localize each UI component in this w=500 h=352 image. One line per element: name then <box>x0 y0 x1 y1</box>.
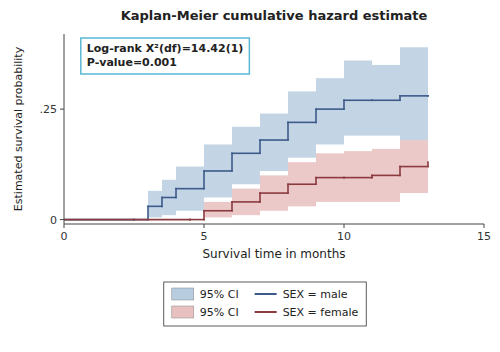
y-axis-line <box>64 34 65 224</box>
step-segment <box>288 122 316 124</box>
ci-band <box>316 153 344 202</box>
x-tick-label: 0 <box>61 230 68 243</box>
step-riser <box>147 206 149 219</box>
x-tick-label: 15 <box>477 230 491 243</box>
step-segment <box>288 183 316 185</box>
ci-band <box>372 65 400 136</box>
ci-band <box>344 61 372 136</box>
step-segment <box>260 192 288 194</box>
ci-band <box>260 175 288 210</box>
title: Kaplan-Meier cumulative hazard estimate <box>121 8 428 23</box>
step-riser <box>399 167 401 176</box>
ci-band <box>64 219 190 220</box>
chart: Kaplan-Meier cumulative hazard estimate 0… <box>0 0 500 352</box>
step-line <box>64 96 428 220</box>
step-segment <box>372 99 400 101</box>
ci-band <box>162 180 176 215</box>
y-axis-label: Estimated survival probability <box>12 46 25 211</box>
legend-frame <box>164 282 366 326</box>
step-segment <box>316 108 344 110</box>
step-riser <box>259 140 261 153</box>
legend-label: 95% CI <box>200 306 239 319</box>
x-axis-label: Survival time in months <box>202 247 345 261</box>
legend-line <box>255 293 277 295</box>
x-tick-label: 5 <box>201 230 208 243</box>
step-segment <box>372 175 400 177</box>
annotation-box <box>81 38 250 74</box>
legend-swatch <box>172 306 194 318</box>
step-riser <box>203 171 205 189</box>
ci-band <box>316 78 344 144</box>
y-tick <box>60 219 64 220</box>
step-segment <box>204 210 232 212</box>
ci-band <box>204 144 232 197</box>
ci-band <box>176 167 204 211</box>
step-riser <box>427 162 429 166</box>
legend-swatch <box>172 288 194 300</box>
annotation: Log-rank X²(df)=14.42(1)P-value=0.001 <box>81 38 250 74</box>
legend: 95% CI SEX = male 95% CI SEX = female <box>164 282 366 326</box>
step-riser <box>315 109 317 122</box>
step-riser <box>203 211 205 220</box>
step-riser <box>287 122 289 140</box>
x-tick <box>64 224 65 228</box>
y-tick-label: .25 <box>40 103 58 116</box>
ci-band <box>372 149 400 202</box>
step-line <box>64 162 428 219</box>
step-segment <box>400 166 428 168</box>
ci-band <box>148 191 162 218</box>
annotation-text: P-value=0.001 <box>87 56 177 69</box>
step-riser <box>259 193 261 202</box>
ci-band <box>232 189 260 216</box>
step-segment <box>204 170 232 172</box>
ci-band <box>204 202 232 217</box>
step-segment <box>400 95 428 97</box>
x-tick-label: 10 <box>337 230 351 243</box>
x-axis-line <box>64 224 484 225</box>
legend-label: SEX = female <box>283 306 359 319</box>
step-riser <box>231 202 233 211</box>
step-riser <box>231 153 233 171</box>
step-riser <box>315 178 317 185</box>
step-segment <box>344 99 372 101</box>
ci-band <box>288 162 316 206</box>
ci-band <box>400 47 428 140</box>
legend-label: 95% CI <box>200 288 239 301</box>
step-segment <box>176 188 204 190</box>
ci-band <box>288 91 316 157</box>
step-riser <box>343 100 345 109</box>
annotation-text: Log-rank X²(df)=14.42(1) <box>87 42 244 55</box>
step-segment <box>64 219 190 221</box>
ci-band <box>232 127 260 184</box>
step-segment <box>232 201 260 203</box>
x-tick <box>484 224 485 228</box>
step-segment <box>232 153 260 155</box>
step-riser <box>175 189 177 198</box>
y-tick-label: 0 <box>50 214 57 227</box>
x-tick <box>204 224 205 228</box>
legend-line <box>255 311 277 313</box>
ci-band <box>190 219 204 220</box>
step-riser <box>287 184 289 193</box>
x-tick <box>344 224 345 228</box>
ci-band <box>400 140 428 193</box>
ci-band <box>260 114 288 171</box>
step-segment <box>190 219 204 221</box>
axes: 0 5 10 15 0 .25 <box>40 34 492 243</box>
step-segment <box>162 197 176 199</box>
y-tick <box>60 109 64 110</box>
legend-label: SEX = male <box>283 288 348 301</box>
step-segment <box>148 206 162 208</box>
step-segment <box>344 177 372 179</box>
step-riser <box>161 197 163 206</box>
step-segment <box>316 177 344 179</box>
ci-band <box>344 151 372 202</box>
step-segment <box>260 139 288 141</box>
